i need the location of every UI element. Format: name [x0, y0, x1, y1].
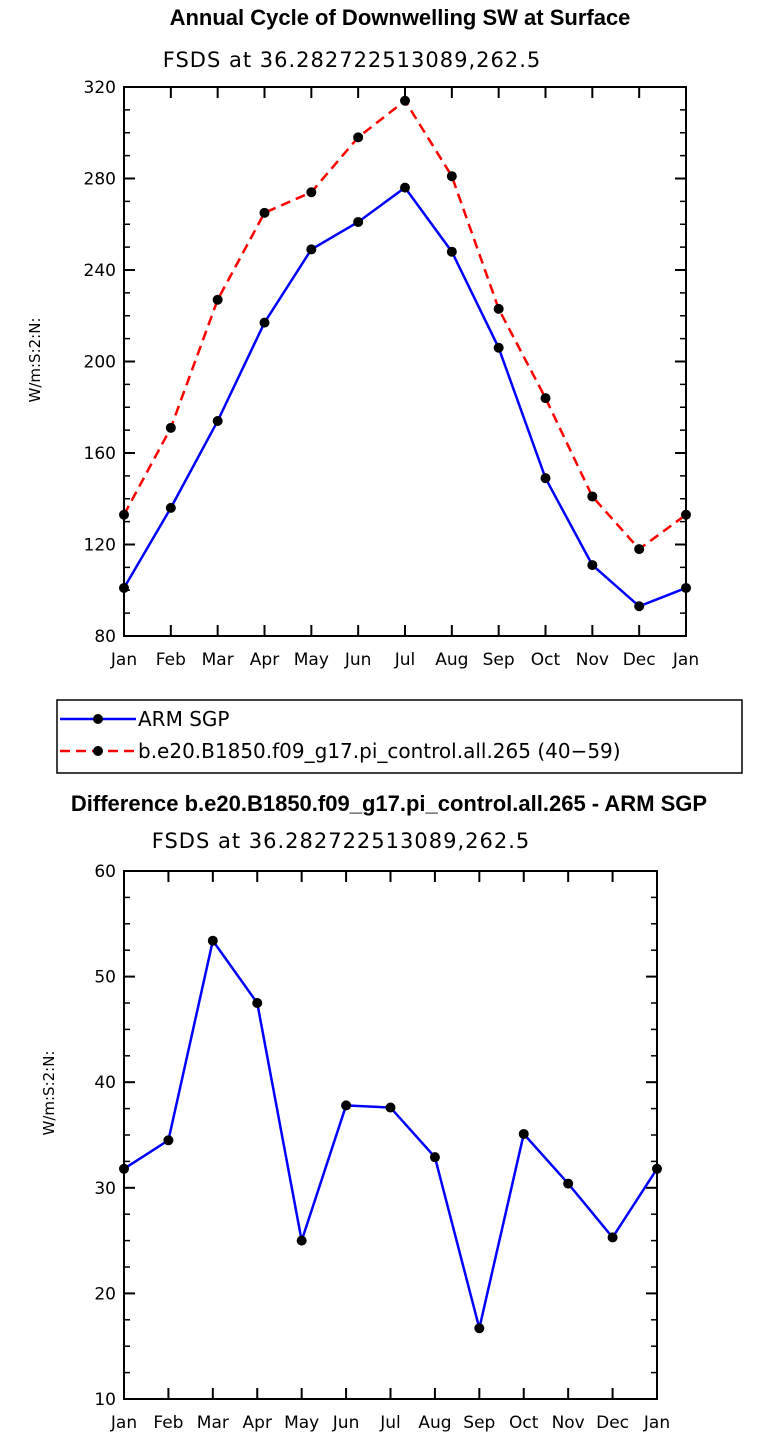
data-point-series-1 [259, 207, 270, 218]
x-tick-label: Apr [243, 1413, 272, 1433]
data-point-series-0 [540, 473, 551, 484]
chart1-marks: 80 120 160 200 240 280 320 Jan Feb Mar Apr May Jun Ju… [84, 78, 700, 670]
legend-marker-model [93, 746, 103, 756]
x-tick-label: Jun [344, 650, 372, 670]
x-tick-label: Mar [197, 1413, 229, 1433]
data-point-series-1 [212, 294, 223, 305]
x-tick-label: Jan [110, 650, 137, 670]
chart1-title: Annual Cycle of Downwelling SW at Surfac… [170, 5, 631, 30]
chart2-y-axis-label: W/m:S:2:N: [40, 1051, 58, 1136]
data-point-series-1 [119, 509, 129, 520]
data-point-series-1 [400, 95, 410, 106]
x-tick-label: Feb [153, 1413, 183, 1433]
data-point-series-1 [353, 132, 364, 143]
x-tick-label: Aug [435, 650, 468, 670]
x-tick-label: Mar [202, 650, 234, 670]
y-tick-label: 20 [94, 1284, 116, 1304]
legend-item-arm-sgp: ARM SGP [60, 707, 229, 731]
x-tick-label: Jan [110, 1413, 137, 1433]
x-tick-label: Feb [156, 650, 186, 670]
data-point-series-0 [296, 1235, 307, 1246]
x-tick-label: Dec [596, 1413, 629, 1433]
data-point-series-0 [587, 560, 598, 571]
y-tick-label: 160 [84, 444, 116, 464]
legend-box [56, 699, 743, 774]
y-tick-label: 60 [94, 862, 116, 882]
chart2-title: Difference b.e20.B1850.f09_g17.pi_contro… [71, 791, 707, 816]
series-line-0 [123, 937, 659, 1329]
y-tick-label: 40 [94, 1073, 116, 1093]
x-tick-label: May [284, 1413, 319, 1433]
x-tick-label: Jan [643, 1413, 670, 1433]
x-tick-label: Jul [394, 650, 416, 670]
data-point-series-0 [119, 1163, 129, 1174]
data-point-series-1 [634, 544, 645, 555]
data-point-series-0 [400, 182, 410, 193]
x-tick-label: Jan [672, 650, 699, 670]
x-tick-label: Oct [509, 1413, 539, 1433]
data-point-series-0 [634, 601, 645, 612]
y-tick-label: 200 [84, 353, 116, 373]
chart2-plot-frame [123, 870, 658, 1400]
y-tick-label: 240 [84, 261, 116, 281]
data-point-series-0 [353, 216, 364, 227]
data-point-series-0 [259, 317, 270, 328]
x-tick-label: Jun [332, 1413, 360, 1433]
x-tick-label: Jul [379, 1413, 401, 1433]
data-point-series-0 [607, 1232, 618, 1243]
data-point-series-1 [681, 509, 691, 520]
data-point-series-0 [429, 1152, 440, 1163]
legend-label-arm-sgp: ARM SGP [138, 707, 229, 731]
y-tick-label: 10 [94, 1390, 116, 1410]
data-point-series-0 [207, 935, 218, 946]
data-point-series-0 [252, 998, 263, 1008]
data-point-series-0 [563, 1178, 574, 1189]
data-point-series-0 [446, 246, 457, 257]
chart2-subtitle: FSDS at 36.282722513089,262.5 [152, 829, 531, 853]
chart1-plot-frame [123, 86, 687, 637]
x-tick-label: Sep [483, 650, 515, 670]
data-point-series-0 [306, 244, 317, 255]
chart1-y-axis-label: W/m:S:2:N: [26, 318, 44, 403]
data-point-series-1 [306, 187, 317, 198]
data-point-series-0 [212, 415, 223, 426]
y-tick-label: 50 [94, 968, 116, 988]
data-point-series-1 [540, 393, 551, 404]
series-line-1 [122, 98, 687, 551]
data-point-series-0 [681, 582, 691, 593]
data-point-series-1 [493, 303, 504, 314]
data-point-series-0 [652, 1163, 662, 1174]
data-point-series-1 [446, 171, 457, 182]
legend-marker-arm-sgp [93, 714, 103, 724]
data-point-series-0 [341, 1100, 352, 1111]
x-tick-label: Sep [463, 1413, 495, 1433]
x-tick-label: Oct [531, 650, 561, 670]
data-point-series-1 [165, 422, 176, 433]
x-tick-label: Nov [552, 1413, 585, 1433]
x-tick-label: Aug [418, 1413, 451, 1433]
data-point-series-0 [119, 582, 129, 593]
x-tick-label: Dec [623, 650, 656, 670]
y-tick-label: 80 [94, 627, 116, 647]
y-tick-label: 280 [84, 170, 116, 190]
data-point-series-0 [518, 1128, 529, 1139]
series-line-0 [122, 185, 687, 608]
chart1-subtitle: FSDS at 36.282722513089,262.5 [163, 48, 542, 72]
chart2-marks: 10 20 30 40 50 60 Jan Feb Mar Apr May Jun Jul Aug Sep O… [94, 862, 670, 1433]
x-tick-label: Apr [250, 650, 279, 670]
data-point-series-0 [165, 502, 176, 513]
legend-label-model: b.e20.B1850.f09_g17.pi_control.all.265 (… [138, 739, 621, 763]
data-point-series-1 [587, 491, 598, 502]
data-point-series-0 [474, 1323, 485, 1334]
x-tick-label: Nov [576, 650, 609, 670]
data-point-series-0 [385, 1102, 396, 1113]
data-point-series-0 [163, 1135, 174, 1146]
x-tick-label: May [294, 650, 329, 670]
data-point-series-0 [493, 342, 504, 353]
legend-item-model: b.e20.B1850.f09_g17.pi_control.all.265 (… [60, 739, 621, 763]
y-tick-label: 120 [84, 536, 116, 556]
y-tick-label: 320 [84, 78, 116, 98]
y-tick-label: 30 [94, 1179, 116, 1199]
